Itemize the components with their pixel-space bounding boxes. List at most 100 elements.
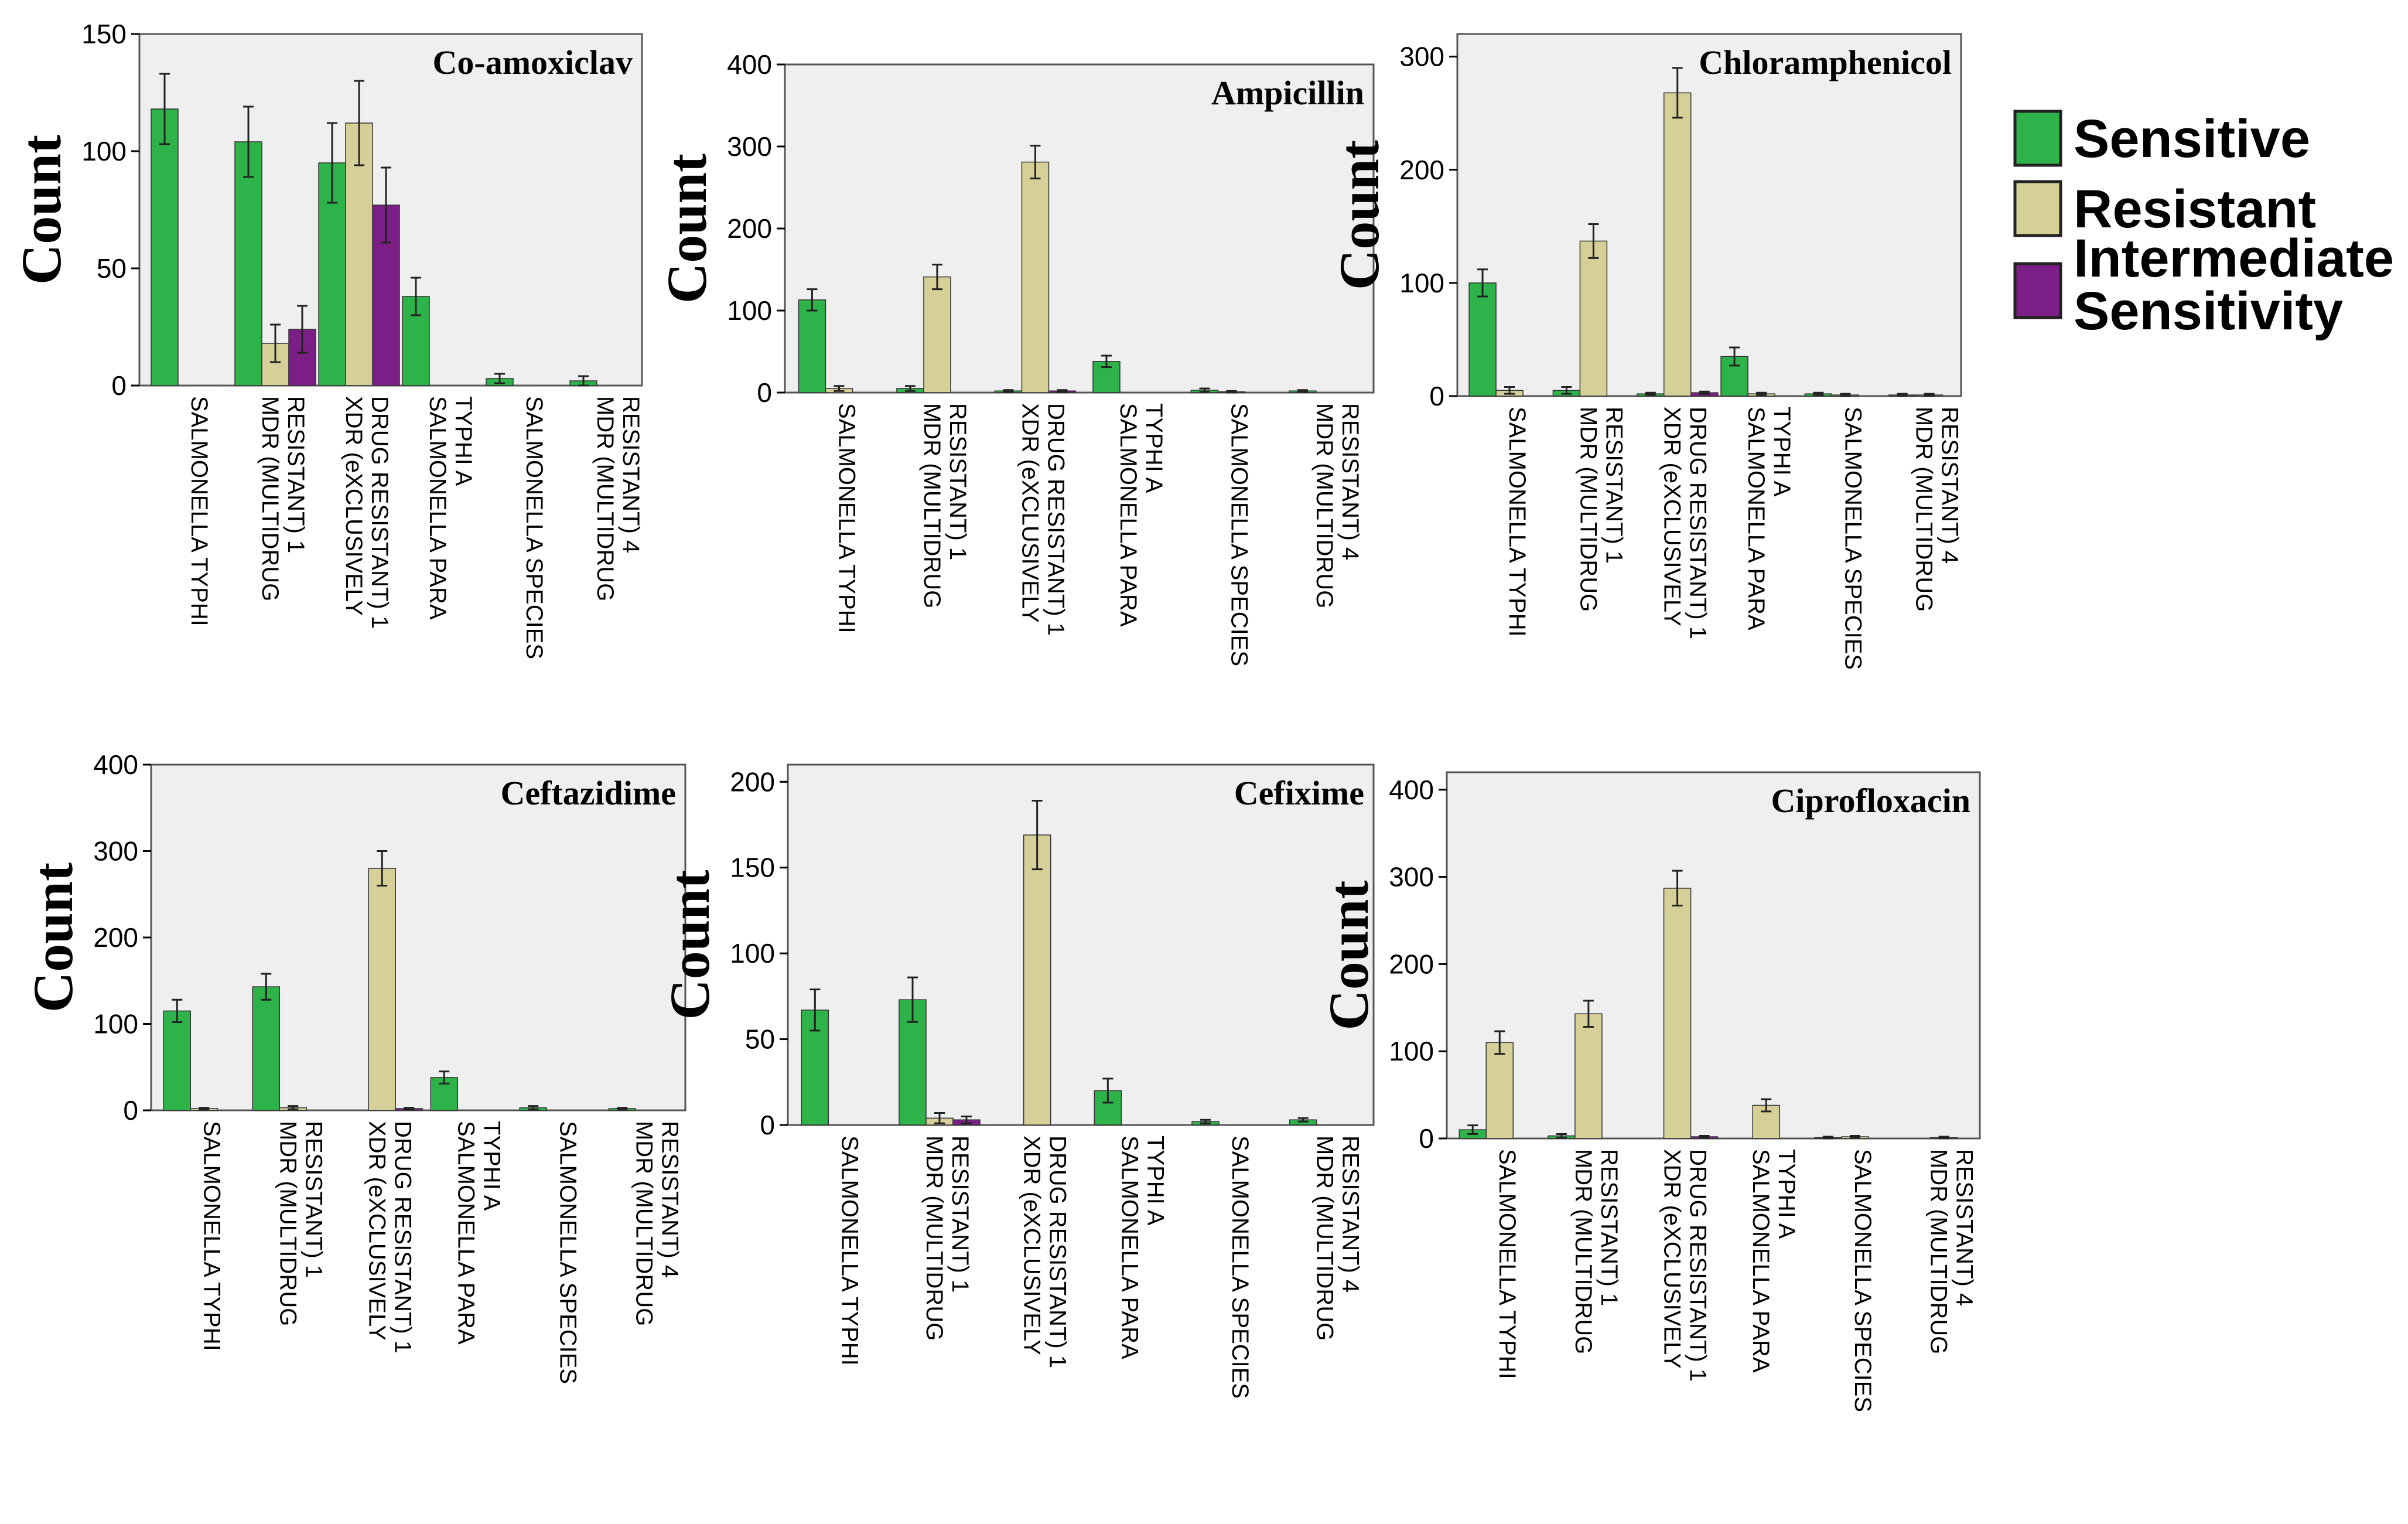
y-tick-label: 200 [727, 213, 772, 244]
chart-panel-3: 0 100 200 300 Count Chloramphenicol SALMONELLA… [1328, 33, 1963, 670]
legend-label: Intermediate [2074, 229, 2394, 288]
y-tick-label: 100 [727, 295, 772, 326]
bar-sensitive [1094, 1090, 1122, 1126]
x-tick-label: SALMONELLA SPECIES [1850, 1149, 1876, 1412]
y-tick-label: 0 [1429, 381, 1444, 411]
y-tick-label: 0 [111, 370, 127, 401]
plot-area [1446, 771, 1981, 1140]
y-tick-label: 400 [727, 49, 772, 80]
plot-area [150, 763, 686, 1112]
chart-title: Co-amoxiclav [433, 43, 633, 81]
y-tick-label: 200 [730, 766, 775, 797]
x-tick-label: RESISTANT) 1 [1596, 1149, 1622, 1306]
bar-sensitive [1468, 282, 1497, 397]
x-tick-label: RESISTANT) 1 [945, 403, 971, 560]
bar-resistant [1021, 161, 1050, 393]
x-tick-label: SALMONELLA TYPHI [834, 403, 859, 633]
x-tick-label: SALMONELLA TYPHI [186, 396, 212, 626]
x-tick-label: TYPHI A [1141, 403, 1167, 493]
x-tick-label: MDR (MULTIDRUG [1312, 1136, 1338, 1341]
y-tick-label: 50 [745, 1024, 775, 1055]
bar-resistant [1663, 888, 1692, 1139]
x-tick-label: SALMONELLA TYPHI [836, 1136, 862, 1366]
chart-panel-1: 0 50 100 150 Count Co-amoxiclav SALMONELLA TYP… [10, 19, 644, 659]
bar-resistant [1574, 1013, 1603, 1139]
chart-panel-4: 0 100 200 300 400 Count Ceftazidime SALMONELLA … [22, 749, 686, 1384]
y-tick-label: 100 [1389, 1036, 1434, 1066]
x-tick-label: TYPHI A [1774, 1149, 1799, 1239]
x-tick-label: SALMONELLA PARA [1115, 403, 1141, 627]
x-tick-label: RESISTANT) 1 [1601, 407, 1627, 564]
x-tick-label: MDR (MULTIDRUG [1311, 403, 1337, 608]
x-tick-label: SALMONELLA PARA [453, 1121, 479, 1345]
x-tick-label: DRUG RESISTANT) 1 [390, 1121, 415, 1353]
bar-sensitive [234, 141, 262, 386]
x-tick-label: MDR (MULTIDRUG [919, 403, 945, 608]
y-tick-label: 150 [730, 853, 775, 883]
x-tick-label: SALMONELLA PARA [1743, 407, 1769, 630]
x-tick-label: MDR (MULTIDRUG [1575, 407, 1601, 612]
x-tick-label: MDR (MULTIDRUG [275, 1121, 300, 1326]
x-tick-label: RESISTANT) 1 [300, 1121, 326, 1278]
y-tick-label: 50 [97, 253, 127, 284]
legend: Sensitive ResistantIntermediateSensitivit… [2013, 109, 2394, 341]
y-axis-label: Count [22, 862, 84, 1012]
legend-swatch [2013, 262, 2062, 319]
x-tick-label: RESISTANT) 4 [1338, 1136, 1364, 1293]
y-axis-label: Count [655, 154, 718, 304]
bar-sensitive [252, 986, 281, 1111]
chart-title: Ampicillin [1211, 74, 1364, 112]
x-tick-label: RESISTANT) 4 [1952, 1149, 1977, 1306]
x-tick-label: DRUG RESISTANT) 1 [1685, 1149, 1711, 1382]
x-tick-label: XDR (eXCLUSIVELY [364, 1121, 390, 1341]
x-tick-label: MDR (MULTIDRUG [631, 1121, 657, 1326]
chart-panel-2: 0 100 200 300 400 Count Ampicillin SALMONELLA T… [655, 49, 1375, 666]
bar-resistant [345, 122, 373, 386]
legend-label: Resistant [2074, 179, 2316, 239]
x-tick-label: MDR (MULTIDRUG [592, 396, 618, 601]
x-tick-label: DRUG RESISTANT) 1 [367, 396, 392, 629]
x-tick-label: SALMONELLA SPECIES [1226, 403, 1252, 666]
bar-resistant [1579, 240, 1608, 397]
y-tick-label: 0 [760, 1110, 775, 1140]
x-tick-label: SALMONELLA PARA [1748, 1149, 1774, 1373]
x-tick-label: SALMONELLA PARA [1116, 1136, 1142, 1359]
y-axis-label: Count [1328, 140, 1391, 290]
bar-resistant [923, 276, 951, 393]
x-tick-label: MDR (MULTIDRUG [921, 1136, 947, 1341]
x-tick-label: DRUG RESISTANT) 1 [1685, 407, 1711, 639]
plot-area [787, 763, 1375, 1126]
bar-sensitive [151, 108, 179, 386]
chart-title: Ceftazidime [500, 774, 676, 812]
y-tick-label: 100 [1399, 268, 1444, 298]
chart-title: Chloramphenicol [1699, 43, 1952, 81]
x-tick-label: XDR (eXCLUSIVELY [1659, 1149, 1685, 1369]
bar-sensitive [798, 299, 826, 393]
y-tick-label: 0 [1419, 1123, 1434, 1154]
legend-label: Sensitive [2074, 109, 2310, 169]
x-tick-label: SALMONELLA PARA [425, 396, 450, 620]
plot-area [784, 63, 1375, 394]
y-tick-label: 300 [1399, 42, 1444, 72]
chart-panel-5: 0 50 100 150 200 Count Cefixime SALMONELLA TYPH… [658, 763, 1375, 1399]
y-tick-label: 300 [727, 131, 772, 162]
legend-swatch [2013, 180, 2062, 237]
y-tick-label: 300 [1389, 862, 1434, 892]
chart-title: Ciprofloxacin [1771, 782, 1971, 820]
x-tick-label: MDR (MULTIDRUG [1911, 407, 1937, 612]
x-tick-label: XDR (eXCLUSIVELY [1017, 403, 1043, 623]
x-tick-label: SALMONELLA TYPHI [1504, 407, 1530, 637]
y-tick-label: 150 [81, 19, 127, 49]
y-axis-label: Count [1317, 880, 1380, 1030]
x-tick-label: SALMONELLA SPECIES [1227, 1136, 1253, 1399]
bar-resistant [1663, 92, 1692, 397]
bar-resistant [1023, 834, 1051, 1126]
bar-resistant [1485, 1042, 1514, 1139]
x-tick-label: XDR (eXCLUSIVELY [1019, 1136, 1045, 1355]
legend-label: Sensitivity [2074, 281, 2343, 341]
y-axis-label: Count [10, 135, 73, 285]
x-tick-label: XDR (eXCLUSIVELY [341, 396, 367, 616]
x-tick-label: RESISTANT) 1 [283, 396, 309, 553]
